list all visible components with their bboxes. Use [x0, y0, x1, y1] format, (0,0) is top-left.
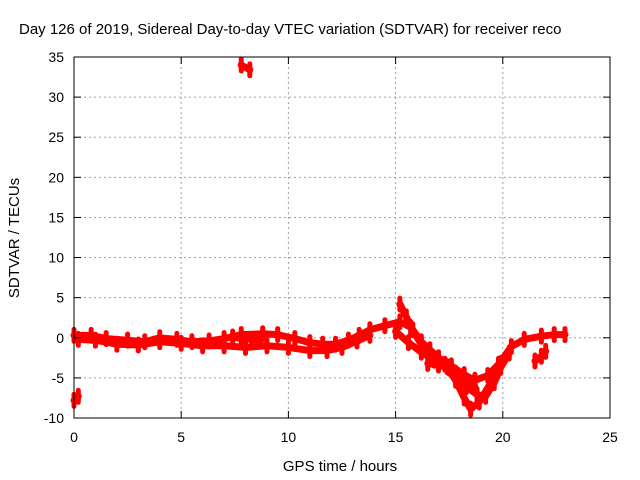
x-tick-label: 0: [70, 429, 78, 445]
y-tick-label: -10: [44, 410, 64, 426]
x-tick-label: 15: [388, 429, 404, 445]
data-series: [70, 56, 569, 418]
y-tick-labels: -10 -5 0 5 10 15 20 25 30 35: [44, 49, 64, 426]
series-arc-dip-inner: [424, 354, 479, 396]
series-arc-late-small: [531, 342, 550, 370]
series-trace: [229, 333, 264, 344]
grid-lines: [74, 57, 610, 418]
y-tick-label: 30: [48, 89, 64, 105]
series-arc-dip-steep: [396, 295, 505, 418]
y-tick-label: 25: [48, 129, 64, 145]
y-tick-label: 35: [48, 49, 64, 65]
x-tick-label: 5: [177, 429, 185, 445]
axis-ticks: [73, 56, 611, 419]
series-trace: [74, 331, 374, 355]
series-arc-main-lower: [74, 326, 374, 360]
y-tick-label: 5: [56, 290, 64, 306]
series-trace: [396, 300, 505, 413]
x-tick-labels: 0 5 10 15 20 25: [70, 429, 618, 445]
series-arc-outlier-high: [237, 56, 254, 79]
y-tick-label: -5: [52, 370, 65, 386]
series-arc-morning-small: [229, 328, 264, 349]
plot-frame: [73, 56, 611, 419]
y-tick-label: 0: [56, 330, 64, 346]
y-tick-label: 20: [48, 169, 64, 185]
y-tick-label: 15: [48, 209, 64, 225]
series-arc-start-low: [70, 387, 82, 409]
chart-title: Day 126 of 2019, Sidereal Day-to-day VTE…: [19, 21, 561, 38]
x-axis-label: GPS time / hours: [283, 458, 397, 475]
x-tick-label: 25: [602, 429, 618, 445]
y-axis-label: SDTVAR / TECUs: [6, 178, 23, 298]
x-tick-label: 10: [281, 429, 297, 445]
x-tick-label: 20: [495, 429, 511, 445]
y-tick-label: 10: [48, 250, 64, 266]
